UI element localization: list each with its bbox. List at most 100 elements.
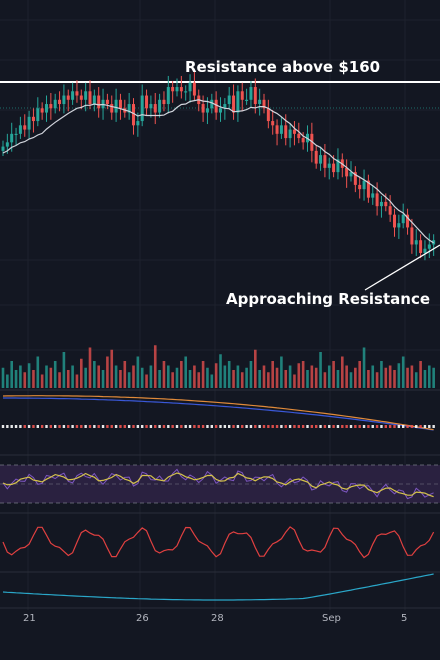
- candle-body: [184, 91, 188, 93]
- candle-body: [271, 121, 275, 126]
- volume-bar: [267, 372, 270, 388]
- volume-bar: [145, 374, 148, 388]
- volume-bar: [345, 365, 348, 388]
- macd-histogram-bar: [297, 425, 300, 428]
- macd-histogram-bar: [93, 425, 96, 428]
- volume-bar: [49, 367, 53, 388]
- volume-bar: [75, 374, 79, 388]
- x-tick-label: Sep: [322, 613, 341, 624]
- volume-bar: [23, 372, 27, 388]
- macd-histogram-bar: [14, 425, 18, 428]
- macd-histogram-bar: [58, 425, 61, 428]
- macd-fast-line: [3, 397, 434, 431]
- macd-histogram-bar: [249, 425, 253, 428]
- macd-histogram-bar: [75, 425, 79, 428]
- macd-histogram-bar: [88, 425, 92, 428]
- macd-histogram-bar: [80, 425, 83, 428]
- candle-body: [66, 95, 70, 100]
- macd-histogram-bar: [201, 425, 205, 428]
- macd-histogram-bar: [206, 425, 209, 428]
- macd-histogram-bar: [62, 425, 66, 428]
- candle-body: [179, 87, 183, 92]
- candle-body: [79, 95, 83, 100]
- candle-body: [410, 227, 414, 245]
- candle-body: [297, 133, 301, 139]
- macd-histogram-bar: [97, 425, 100, 428]
- rsi-line: [2, 472, 434, 498]
- candle-body: [27, 116, 31, 130]
- volume-bar: [306, 370, 309, 388]
- volume-bar: [71, 365, 74, 388]
- macd-histogram-bar: [123, 425, 126, 428]
- volume-bar: [114, 365, 118, 388]
- volume-bar: [197, 372, 201, 388]
- macd-histogram-bar: [141, 425, 144, 428]
- volume-bar: [240, 372, 244, 388]
- macd-histogram-bar: [188, 425, 192, 428]
- volume-bar: [93, 361, 96, 388]
- candle-body: [118, 99, 122, 109]
- macd-histogram-bar: [241, 425, 244, 428]
- candle-body: [14, 133, 18, 136]
- macd-slow-line: [2, 395, 434, 431]
- cci-line: [2, 573, 434, 601]
- macd-histogram-bar: [67, 425, 70, 428]
- candle-body: [262, 99, 266, 109]
- volume-bar: [180, 361, 183, 388]
- macd-histogram-bar: [293, 425, 296, 428]
- macd-histogram-bar: [345, 425, 348, 428]
- volume-bar: [384, 367, 388, 388]
- candle-body: [36, 108, 40, 122]
- candle-body: [223, 104, 227, 109]
- volume-bar: [127, 372, 131, 388]
- macd-histogram-bar: [388, 425, 392, 428]
- candle-body: [362, 180, 366, 190]
- candle-body: [58, 99, 62, 105]
- candle-body: [314, 150, 318, 164]
- candle-body: [253, 87, 257, 105]
- volume-bar: [123, 361, 127, 388]
- candle-body: [145, 95, 149, 109]
- volume-bar: [319, 352, 322, 388]
- volume-bar: [158, 370, 161, 388]
- candle-body: [31, 116, 35, 122]
- volume-bar: [201, 361, 205, 388]
- candle-body: [49, 104, 53, 109]
- volume-bar: [19, 365, 22, 388]
- volume-bar: [358, 361, 361, 388]
- macd-histogram-bar: [319, 425, 322, 428]
- macd-histogram-bar: [1, 425, 5, 428]
- candle-body: [366, 180, 370, 198]
- volume-bar: [423, 370, 427, 388]
- volume-bar: [245, 367, 248, 388]
- volume-bar: [314, 367, 318, 388]
- macd-histogram-bar: [180, 425, 183, 428]
- macd-histogram-bar: [428, 425, 431, 428]
- macd-histogram-bar: [71, 425, 74, 428]
- macd-histogram-bar: [223, 425, 227, 428]
- volume-bar: [432, 367, 435, 388]
- candle-body: [214, 99, 218, 113]
- volume-bar: [219, 354, 222, 388]
- volume-bar: [341, 356, 344, 388]
- candle-body: [406, 214, 410, 228]
- volume-bar: [175, 367, 179, 388]
- candle-body: [319, 155, 323, 164]
- macd-histogram-bar: [419, 425, 422, 428]
- macd-histogram-bar: [280, 425, 283, 428]
- candle-body: [192, 82, 196, 96]
- candle-body: [397, 223, 401, 228]
- volume-bar: [275, 367, 279, 388]
- macd-histogram-bar: [114, 425, 118, 428]
- volume-bar: [336, 370, 340, 388]
- macd-histogram-bar: [132, 425, 135, 428]
- macd-histogram-bar: [375, 425, 379, 428]
- volume-bar: [14, 370, 18, 388]
- candle-body: [258, 99, 262, 105]
- candle-body: [5, 142, 9, 147]
- candle-body: [275, 125, 279, 134]
- macd-histogram-bar: [6, 425, 9, 428]
- candle-body: [88, 91, 92, 105]
- macd-histogram-bar: [19, 425, 22, 428]
